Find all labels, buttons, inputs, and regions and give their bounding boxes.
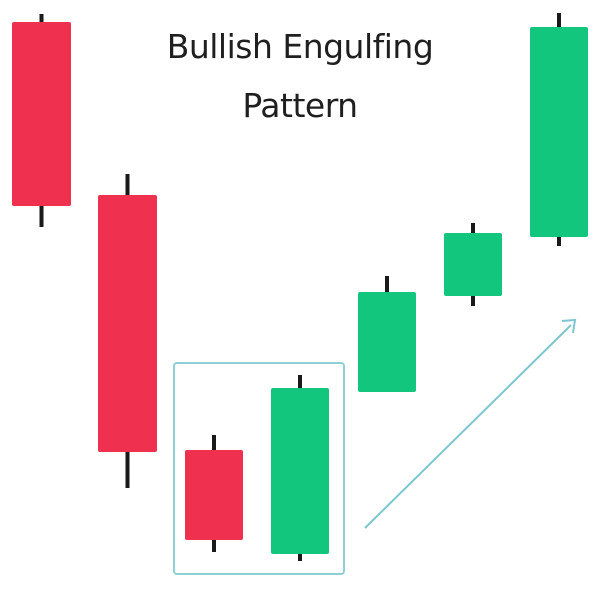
uptrend-arrow-head	[561, 318, 577, 334]
candle-body	[444, 233, 502, 296]
candles	[12, 13, 588, 561]
candle-4-bullish	[271, 375, 329, 561]
candle-body	[530, 27, 588, 237]
title-line-2: Pattern	[242, 86, 357, 125]
candle-body	[12, 22, 71, 206]
title-line-1: Bullish Engulfing	[167, 27, 434, 66]
candle-6-bullish	[444, 223, 502, 306]
candle-2-bearish	[98, 174, 157, 488]
engulfing-highlight-box	[173, 362, 345, 575]
uptrend-arrow	[364, 318, 577, 529]
candle-body	[271, 388, 329, 554]
candle-3-bearish	[185, 435, 243, 552]
uptrend-arrow-line	[364, 324, 572, 529]
candle-1-bearish	[12, 14, 71, 227]
candle-5-bullish	[358, 276, 416, 392]
candle-body	[185, 450, 243, 540]
candle-body	[358, 292, 416, 392]
candle-7-bullish	[530, 13, 588, 246]
candle-body	[98, 195, 157, 452]
